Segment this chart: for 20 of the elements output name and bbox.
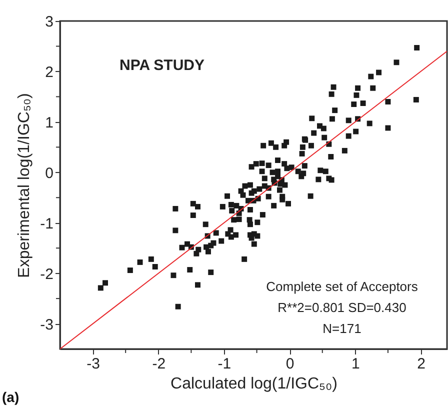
annotation: R**2=0.801 SD=0.430 <box>278 300 406 315</box>
text: NPA STUDY <box>119 57 205 74</box>
y-tick-label: 3 <box>45 14 54 30</box>
text: (a) <box>2 389 20 405</box>
annotation: N=171 <box>322 321 362 336</box>
x-axis-title: Calculated log(1/IGC₅₀) <box>170 376 338 392</box>
y-tick-label: 2 <box>45 64 54 81</box>
y-tick-label: -2 <box>40 266 54 283</box>
annotation: Complete set of Acceptors <box>266 279 418 294</box>
y-tick-label: 1 <box>45 114 54 132</box>
x-tick-label: -1 <box>218 356 232 372</box>
x-tick-label: 1 <box>352 356 360 372</box>
x-tick-label: 2 <box>417 356 426 372</box>
y-axis-title: Experimental log(1/IGC₅₀) <box>16 93 34 278</box>
x-tick-label: -3 <box>86 356 100 372</box>
x-tick-label: 0 <box>286 356 294 372</box>
y-tick-label: -3 <box>40 316 54 334</box>
y-tick-label: -1 <box>40 215 54 232</box>
y-tick-label: 0 <box>45 164 54 182</box>
x-tick-label: -2 <box>152 356 166 372</box>
